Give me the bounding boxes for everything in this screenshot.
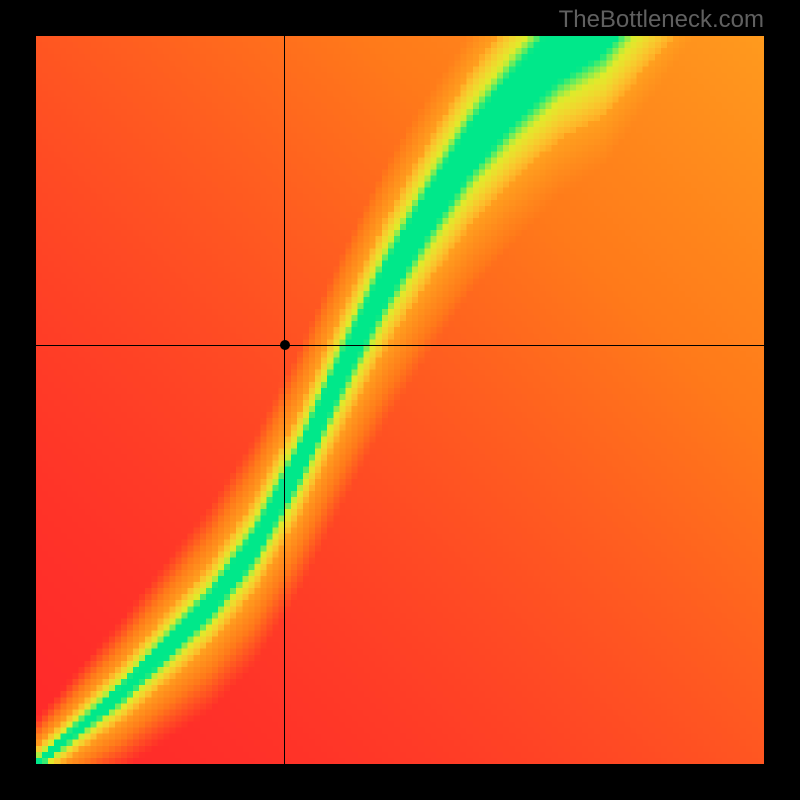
- crosshair-vertical: [284, 36, 285, 764]
- watermark-text: TheBottleneck.com: [559, 6, 764, 34]
- chart-container: TheBottleneck.com: [0, 0, 800, 800]
- bottleneck-heatmap: [36, 36, 764, 764]
- crosshair-horizontal: [36, 345, 764, 346]
